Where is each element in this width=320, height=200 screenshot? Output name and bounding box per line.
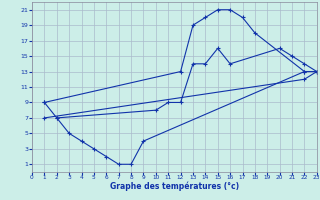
- X-axis label: Graphe des températures (°c): Graphe des températures (°c): [110, 182, 239, 191]
